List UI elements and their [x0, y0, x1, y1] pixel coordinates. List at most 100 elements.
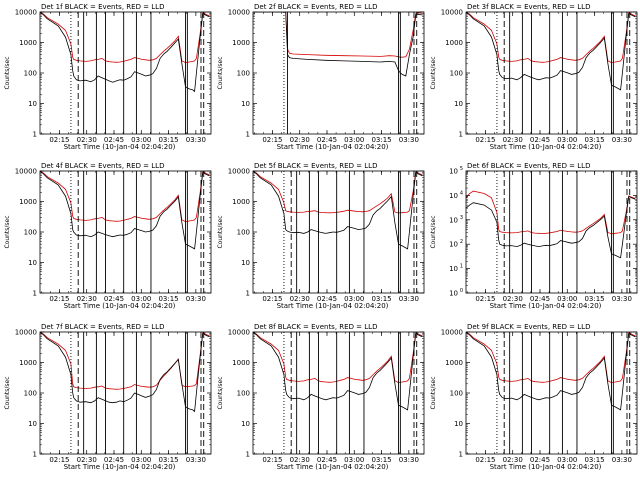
x-axis-label: Start Time (10-Jan-04 02:04:20): [64, 143, 176, 151]
y-tick-label: 10: [449, 290, 458, 298]
y-tick-label: 1: [246, 131, 250, 139]
y-tick-label: 10000: [228, 168, 250, 176]
x-axis-label: Start Time (10-Jan-04 02:04:20): [490, 143, 602, 151]
y-tick-label: 10: [454, 420, 463, 428]
x-tick-label: 03:00: [131, 136, 151, 144]
chart-panel-2: Det 2f BLACK = Events, RED = LLD 1 10 100 10…: [217, 3, 425, 151]
y-tick-label: 1000: [19, 198, 37, 206]
y-tick-label: 100: [24, 70, 37, 78]
x-tick-label: 03:30: [399, 295, 419, 303]
y-tick-label: 10000: [441, 9, 463, 17]
series-events-line: [253, 171, 423, 250]
y-tick-label: 100: [450, 70, 463, 78]
x-tick-label: 02:15: [475, 456, 495, 464]
y-axis-label: Counts/sec: [4, 56, 11, 89]
y-tick-label: 1000: [232, 359, 250, 367]
y-tick-label: 10: [28, 259, 37, 267]
x-tick-label: 02:15: [49, 295, 69, 303]
chart-title: Det 5f BLACK = Events, RED = LLD: [254, 162, 377, 170]
x-tick-label: 02:45: [104, 456, 124, 464]
y-tick-label: 10: [241, 259, 250, 267]
chart-panel-7: Det 7f BLACK = Events, RED = LLD 1 10 100 10…: [4, 323, 212, 471]
chart-title: Det 9f BLACK = Events, RED = LLD: [467, 323, 590, 331]
series-events-line: [40, 171, 210, 250]
y-axis-label: Counts/sec: [217, 215, 224, 248]
x-axis-label: Start Time (10-Jan-04 02:04:20): [277, 463, 389, 471]
y-axis-label: Counts/sec: [217, 376, 224, 409]
x-tick-label: 02:30: [77, 295, 97, 303]
chart-title: Det 6f BLACK = Events, RED = LLD: [467, 162, 590, 170]
y-tick-label: 10000: [441, 329, 463, 337]
y-tick-label: 1000: [445, 39, 463, 47]
x-tick-label: 02:45: [317, 136, 337, 144]
x-tick-label: 03:15: [158, 295, 178, 303]
x-tick-label: 02:45: [104, 136, 124, 144]
x-tick-label: 02:30: [77, 456, 97, 464]
chart-title: Det 4f BLACK = Events, RED = LLD: [41, 162, 164, 170]
y-tick-label: 1: [459, 131, 463, 139]
x-tick-label: 02:15: [262, 295, 282, 303]
x-tick-label: 02:15: [49, 136, 69, 144]
y-tick-label: 1: [246, 290, 250, 298]
y-tick-label: 10: [28, 100, 37, 108]
x-tick-label: 02:30: [290, 456, 310, 464]
y-tick-label: 1000: [19, 39, 37, 47]
y-axis-label: Counts/sec: [4, 376, 11, 409]
y-tick-label: 1: [33, 131, 37, 139]
x-tick-label: 02:45: [104, 295, 124, 303]
x-tick-label: 03:00: [557, 136, 577, 144]
x-tick-label: 03:15: [584, 295, 604, 303]
series-events-line: [253, 332, 423, 411]
x-tick-label: 03:30: [186, 456, 206, 464]
plot-area: [40, 332, 210, 454]
x-tick-label: 03:15: [371, 456, 391, 464]
plot-area: [40, 171, 210, 293]
y-tick-label: 10: [241, 100, 250, 108]
x-tick-label: 02:30: [503, 136, 523, 144]
chart-panel-3: Det 3f BLACK = Events, RED = LLD 1 10 100 10…: [430, 3, 638, 151]
series-events-line: [40, 332, 210, 413]
x-axis-label: Start Time (10-Jan-04 02:04:20): [64, 463, 176, 471]
series-lld-line: [40, 332, 210, 390]
chart-title: Det 2f BLACK = Events, RED = LLD: [254, 3, 377, 11]
y-tick-label: 1000: [445, 359, 463, 367]
y-tick-label: 10: [241, 420, 250, 428]
y-tick-label: 1: [246, 451, 250, 459]
chart-panel-4: Det 4f BLACK = Events, RED = LLD 1 10 100 10…: [4, 162, 212, 310]
plot-area: [466, 12, 636, 134]
x-tick-label: 03:30: [186, 136, 206, 144]
series-events-line: [466, 12, 636, 91]
x-tick-label: 03:00: [344, 456, 364, 464]
y-tick-exponent: 4: [460, 190, 463, 196]
y-tick-label: 1000: [19, 359, 37, 367]
x-tick-label: 03:15: [584, 136, 604, 144]
x-tick-label: 03:15: [584, 456, 604, 464]
series-events-line: [40, 12, 210, 93]
y-tick-label: 100: [24, 390, 37, 398]
y-tick-label: 10: [449, 168, 458, 176]
x-tick-label: 02:15: [49, 456, 69, 464]
x-tick-label: 03:30: [612, 136, 632, 144]
plot-frame: [465, 170, 638, 294]
y-tick-label: 1: [33, 290, 37, 298]
y-tick-label: 100: [24, 229, 37, 237]
chart-panel-8: Det 8f BLACK = Events, RED = LLD 1 10 100 10…: [217, 323, 425, 471]
chart-title: Det 8f BLACK = Events, RED = LLD: [254, 323, 377, 331]
chart-panel-1: Det 1f BLACK = Events, RED = LLD 1 10 100 10…: [4, 3, 212, 151]
series-lld-line: [253, 12, 423, 58]
x-tick-label: 03:15: [371, 295, 391, 303]
x-tick-label: 02:30: [503, 456, 523, 464]
y-tick-label: 100: [237, 229, 250, 237]
x-tick-label: 02:15: [475, 295, 495, 303]
y-tick-label: 10: [28, 420, 37, 428]
y-tick-label: 10: [449, 241, 458, 249]
x-tick-label: 02:15: [475, 136, 495, 144]
x-tick-label: 03:00: [344, 295, 364, 303]
y-tick-label: 10000: [228, 329, 250, 337]
x-tick-label: 03:15: [158, 456, 178, 464]
y-tick-exponent: 3: [460, 215, 463, 221]
plot-area: [40, 12, 210, 134]
y-axis-label: Counts/sec: [430, 215, 437, 248]
x-tick-label: 02:15: [262, 136, 282, 144]
